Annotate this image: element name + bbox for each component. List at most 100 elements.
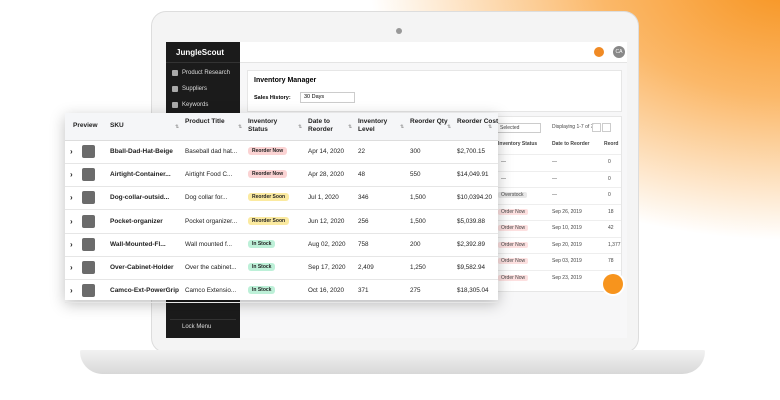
sort-icon[interactable]: ⇅	[238, 124, 243, 130]
cell: 200	[410, 240, 421, 248]
cell: $10,0394.20	[457, 194, 493, 202]
row-line	[496, 154, 621, 155]
panel-title: Inventory Manager	[254, 77, 317, 84]
menu-item[interactable]: Product Research	[182, 70, 231, 76]
status-pill: Order Now	[498, 274, 529, 281]
cell: Apr 28, 2020	[308, 171, 345, 179]
expand-chevron[interactable]: ›	[70, 263, 73, 272]
column-header[interactable]: Preview	[73, 122, 98, 129]
cell: $14,049.91	[457, 171, 489, 179]
cell: $5,039.88	[457, 217, 486, 225]
menu-item[interactable]: Keywords	[182, 102, 209, 108]
cell: Jun 12, 2020	[308, 217, 345, 225]
status-pill: Order Now	[498, 225, 529, 231]
cell: 1,377	[608, 241, 621, 248]
status-pill: In Stock	[248, 239, 276, 248]
prev-page[interactable]	[592, 123, 601, 132]
notification-icon[interactable]	[594, 47, 604, 57]
row-line	[65, 255, 498, 257]
column-header[interactable]: Reorder Qty	[410, 118, 448, 125]
lock-menu[interactable]: Lock Menu	[182, 324, 212, 330]
cell: Pocket organizer...	[185, 217, 238, 225]
sort-icon[interactable]: ⇅	[175, 124, 180, 130]
row-line	[496, 236, 621, 238]
cell: $2,392.89	[457, 240, 486, 248]
sort-icon[interactable]: ⇅	[348, 124, 353, 130]
back-header: Date to Reorder	[552, 141, 590, 147]
column-header[interactable]: Product Title	[185, 118, 225, 125]
expand-chevron[interactable]: ›	[70, 216, 73, 226]
brand: JungleScout	[176, 48, 225, 57]
sort-icon[interactable]: ⇅	[488, 124, 493, 130]
status-pill: Reorder Soon	[248, 216, 290, 225]
cell: Dog collar for...	[185, 194, 228, 202]
menu-item[interactable]: Suppliers	[182, 86, 208, 92]
row-line	[65, 186, 498, 188]
camera	[396, 28, 402, 34]
menu-icon	[172, 102, 178, 108]
cell: 346	[358, 194, 369, 202]
expand-chevron[interactable]: ›	[70, 239, 73, 249]
cell: 48	[358, 171, 366, 179]
row-line	[65, 279, 498, 280]
status-pill: Reorder Soon	[248, 193, 290, 202]
row-line	[65, 232, 498, 234]
cell: 22	[358, 148, 366, 155]
cell: —	[552, 159, 557, 165]
cell: Jul 1, 2020	[308, 194, 339, 202]
sku: Wall-Mounted-Fl...	[110, 240, 166, 248]
product-thumb	[82, 237, 95, 251]
filter-select[interactable]: 30 Days	[300, 92, 355, 103]
selected-select[interactable]: Selected	[497, 123, 541, 133]
row-line	[496, 187, 621, 188]
cell: Over the cabinet...	[185, 264, 237, 271]
panel: Inventory Manager Sales History: 30 Days	[247, 70, 622, 112]
product-thumb	[82, 261, 95, 274]
cell: 300	[410, 148, 421, 155]
cell: Sep 10, 2019	[552, 225, 582, 231]
sort-icon[interactable]: ⇅	[298, 124, 303, 130]
cell: 42	[608, 225, 614, 231]
filter-label: Sales History:	[254, 95, 291, 101]
cell: Sep 17, 2020	[308, 264, 346, 271]
avatar[interactable]: CA	[613, 46, 625, 58]
column-header[interactable]: SKU	[110, 122, 124, 129]
next-page[interactable]	[602, 123, 611, 132]
cell: 1,500	[410, 194, 426, 202]
sort-icon[interactable]: ⇅	[400, 124, 405, 130]
column-header[interactable]: Inventory Level	[358, 118, 388, 133]
cell: —	[552, 175, 557, 182]
sku: Bball-Dad-Hat-Beige	[110, 148, 173, 155]
cell: Sep 20, 2019	[552, 241, 582, 248]
product-thumb	[82, 168, 95, 182]
row-line	[65, 163, 498, 164]
column-header[interactable]: Inventory Status	[248, 118, 278, 133]
cell: Airtight Food C...	[185, 171, 233, 179]
status-pill: —	[498, 159, 509, 165]
cell: Sep 23, 2019	[552, 274, 582, 281]
cell: Oct 16, 2020	[308, 287, 345, 295]
back-header: Inventory Status	[498, 141, 538, 147]
product-thumb	[82, 214, 95, 228]
expand-chevron[interactable]: ›	[70, 286, 73, 296]
cell: Sep 26, 2019	[552, 208, 582, 215]
status-pill: Overstock	[498, 192, 527, 198]
status-pill: Order Now	[498, 241, 529, 248]
cell: $2,700.15	[457, 148, 486, 155]
cell: Wall mounted f...	[185, 240, 233, 248]
expand-chevron[interactable]: ›	[70, 193, 73, 203]
expand-chevron[interactable]: ›	[70, 147, 73, 156]
row-line	[496, 253, 621, 254]
column-header[interactable]: Date to Reorder	[308, 118, 333, 133]
product-thumb	[82, 284, 95, 298]
cell: 2,409	[358, 264, 374, 271]
cell: 1,250	[410, 264, 426, 271]
column-header[interactable]: Reorder Cost	[457, 118, 499, 125]
row-line	[496, 220, 621, 221]
status-pill: Reorder Now	[248, 147, 288, 155]
expand-chevron[interactable]: ›	[70, 170, 73, 180]
cell: 0	[608, 175, 611, 182]
sort-icon[interactable]: ⇅	[447, 124, 452, 130]
help-button[interactable]	[603, 274, 623, 294]
